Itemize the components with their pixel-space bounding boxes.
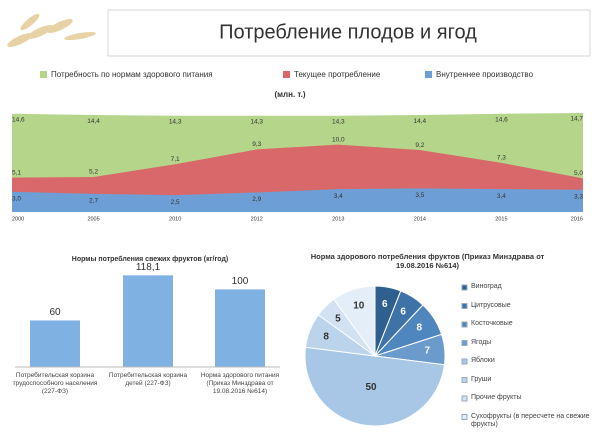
subtitle: (млн. т.)	[274, 90, 305, 99]
legend-label: Яблоки	[471, 357, 495, 364]
legend-swatch	[425, 71, 432, 78]
legend-label: Прочие фрукты	[471, 394, 522, 401]
x-tick-label: 2014	[414, 216, 426, 222]
data-label: 8	[417, 323, 423, 334]
data-label: 7	[424, 346, 430, 357]
legend-label: Внутреннее производство	[436, 70, 534, 79]
data-label: 118,1	[136, 262, 161, 273]
legend-label: Цитрусовые	[471, 301, 511, 309]
data-label: 14,4	[87, 118, 100, 125]
chart-title: Нормы потребления свежих фруктов (кг/год…	[72, 255, 228, 263]
data-label: 9,2	[415, 142, 424, 149]
legend-label: Косточковые	[471, 320, 513, 327]
data-label: 50	[365, 382, 377, 393]
x-tick-label: Норма здорового питания (Приказ Минздрав…	[200, 372, 280, 396]
x-tick-label: Потребительская корзина детей (227-ФЗ)	[108, 372, 188, 388]
chart-title: Норма здорового потребления фруктов (При…	[310, 252, 545, 271]
area	[12, 188, 583, 212]
data-label: 8	[323, 331, 329, 342]
data-label: 14,6	[495, 116, 508, 123]
x-tick-label: Потребительская корзина трудоспособного …	[12, 372, 98, 396]
data-label: 3,4	[497, 193, 506, 200]
legend-label: Груши	[471, 375, 492, 383]
x-tick-label: 2013	[332, 216, 344, 222]
data-label: 7,3	[497, 155, 506, 162]
data-label: 100	[232, 276, 249, 287]
data-label: 60	[49, 307, 61, 318]
data-label: 3,3	[574, 193, 583, 200]
data-label: 6	[400, 306, 406, 317]
data-label: 14,3	[250, 118, 263, 125]
legend-swatch	[461, 395, 468, 402]
x-tick-label: 2005	[87, 216, 99, 222]
data-label: 3,5	[415, 192, 424, 199]
data-label: 14,7	[570, 116, 583, 123]
bar	[30, 320, 80, 367]
legend-label: Ягоды	[471, 338, 492, 346]
legend-label: Текущее протребление	[294, 70, 381, 79]
legend-swatch	[461, 358, 468, 365]
data-label: 5,2	[89, 169, 98, 176]
data-label: 10	[353, 301, 365, 312]
data-label: 5,1	[12, 169, 21, 176]
legend-swatch	[40, 71, 47, 78]
data-label: 14,6	[12, 116, 25, 123]
legend-label: Виноград	[471, 283, 502, 290]
data-label: 5	[335, 314, 341, 325]
x-tick-label: 2015	[495, 216, 507, 222]
legend-swatch	[461, 303, 468, 309]
legend-swatch	[283, 71, 290, 78]
data-label: 6	[382, 299, 388, 310]
data-label: 2,9	[252, 196, 261, 203]
data-label: 7,1	[171, 156, 180, 163]
pie-slice	[333, 285, 376, 358]
x-tick-label: 2012	[251, 216, 263, 222]
header-box	[107, 9, 591, 57]
data-label: 2,7	[89, 198, 98, 205]
legend-swatch	[461, 377, 468, 383]
pie-slice	[304, 346, 446, 427]
data-label: 9,3	[252, 141, 261, 148]
data-label: 14,4	[414, 118, 427, 125]
data-label: 14,3	[332, 118, 345, 125]
data-label: 3,4	[334, 193, 343, 200]
data-label: 2,5	[171, 199, 180, 206]
data-label: 10,0	[332, 136, 345, 143]
data-label: 14,3	[169, 118, 182, 125]
legend-swatch	[461, 414, 468, 420]
bar	[123, 275, 173, 367]
wheat-decoration	[7, 13, 96, 47]
legend-swatch	[461, 321, 468, 328]
bar	[215, 289, 265, 367]
data-label: 5,0	[574, 170, 583, 177]
legend-label: Сухофрукты (в пересчете на свежие фрукты…	[471, 412, 590, 428]
legend-swatch	[461, 284, 468, 291]
legend-label: Потребность по нормам здорового питания	[51, 70, 213, 79]
x-tick-label: 2010	[169, 216, 181, 222]
data-label: 3,0	[12, 196, 21, 203]
legend-swatch	[461, 340, 468, 346]
page-title: Потребление плодов и ягод	[219, 21, 477, 43]
x-tick-label: 2000	[12, 216, 24, 222]
x-tick-label: 2016	[571, 216, 583, 222]
